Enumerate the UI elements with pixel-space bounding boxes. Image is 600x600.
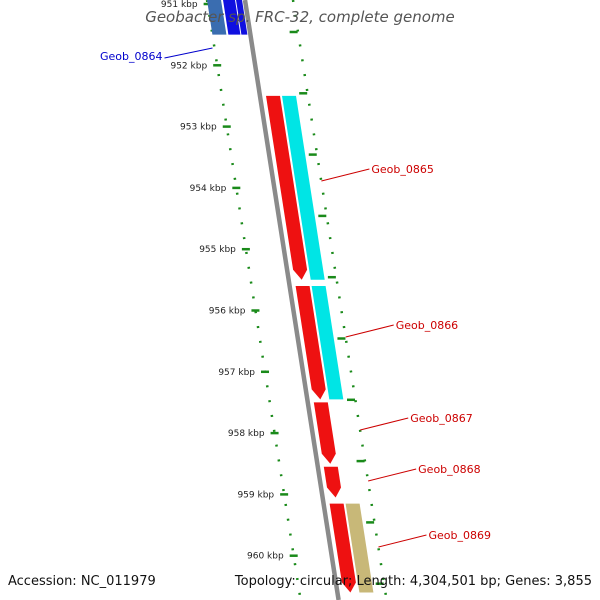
- gene-arrow-Geob_0864: [223, 0, 241, 35]
- inner-dotted-ring: [205, 0, 302, 600]
- scale-tick-label: 952 kbp: [170, 61, 207, 71]
- gene-label-Geob_0865: Geob_0865: [371, 163, 434, 176]
- gene-arrow-Geob_0866: [295, 286, 326, 400]
- gene-arrow-Geob_0865: [266, 95, 308, 280]
- gene-arrow-Geob_0864-strip: [236, 0, 248, 35]
- scale-tick-label: 958 kbp: [228, 429, 265, 439]
- gene-label-leader-Geob_0864: [164, 47, 213, 59]
- gene-label-Geob_0866: Geob_0866: [396, 319, 459, 332]
- gene-arrow-Geob_0864-outer: [207, 0, 227, 35]
- scale-tick-label: 957 kbp: [218, 368, 255, 378]
- gene-label-leader-Geob_0865: [321, 168, 370, 182]
- gene-outer-Geob_0866: [311, 286, 344, 400]
- scale-tick-label: 960 kbp: [247, 552, 284, 562]
- scale-tick-label: 951 kbp: [161, 0, 198, 10]
- gene-label-Geob_0867: Geob_0867: [410, 412, 473, 425]
- gene-arrow-Geob_0869: [329, 503, 356, 593]
- accession-text: Accession: NC_011979: [8, 574, 156, 589]
- gene-arrow-Geob_0867: [313, 402, 336, 464]
- genome-backbone: [242, 0, 341, 600]
- scale-tick-label: 954 kbp: [190, 184, 227, 194]
- scale-tick-label: 959 kbp: [237, 490, 274, 500]
- gene-label-leader-Geob_0869: [378, 534, 427, 548]
- scale-tick-label: 953 kbp: [180, 123, 217, 133]
- genome-title: Geobacter sp. FRC-32, complete genome: [145, 8, 455, 26]
- gene-label-leader-Geob_0868: [368, 468, 417, 482]
- gene-label-leader-Geob_0867: [360, 417, 409, 431]
- genome-summary-text: Topology: circular; Length: 4,304,501 bp…: [234, 574, 592, 589]
- gene-label-leader-Geob_0866: [345, 324, 394, 338]
- scale-tick-label: 956 kbp: [209, 307, 246, 317]
- gene-arrow-Geob_0868: [323, 466, 341, 498]
- gene-label-Geob_0869: Geob_0869: [428, 529, 491, 542]
- gene-outer-Geob_0869: [345, 503, 374, 593]
- gene-outer-Geob_0865: [282, 95, 325, 280]
- gene-label-Geob_0864: Geob_0864: [100, 50, 163, 63]
- gene-label-Geob_0868: Geob_0868: [418, 463, 481, 476]
- scale-tick-label: 955 kbp: [199, 245, 236, 255]
